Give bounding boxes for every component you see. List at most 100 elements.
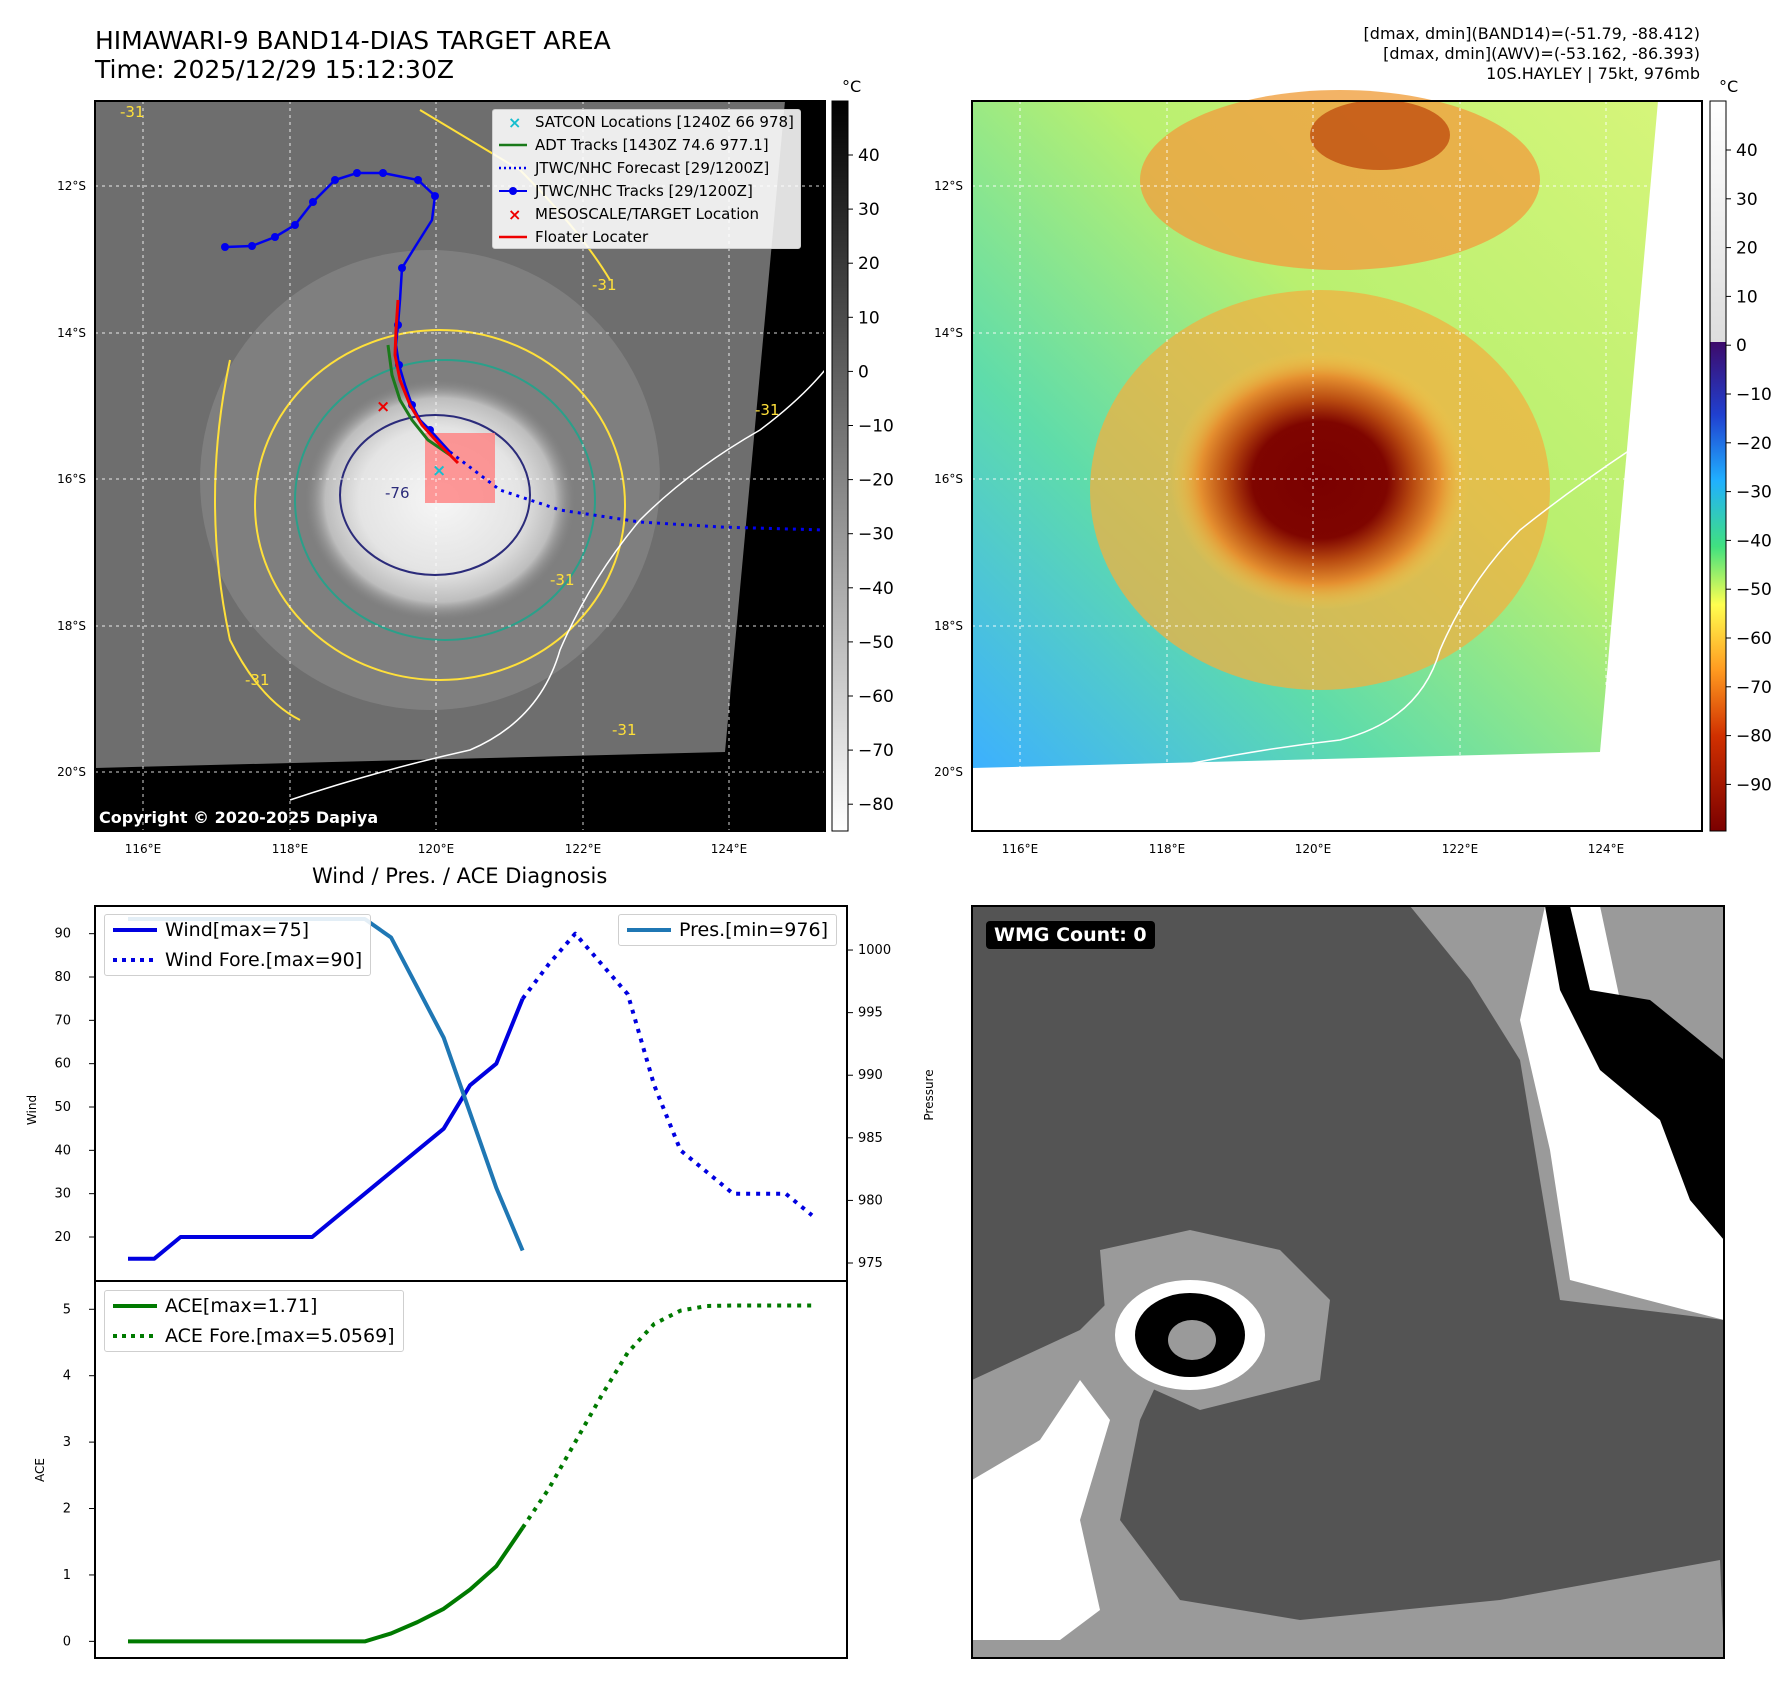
lat-label: 18°S — [57, 619, 86, 633]
colorbar-tick-label: −80 — [1736, 727, 1772, 747]
wmg-white-region-sw — [972, 1380, 1110, 1640]
colorbar-tick-label: −10 — [858, 417, 894, 437]
contour-76 — [339, 414, 531, 576]
colorbar-tick-label: −30 — [1736, 483, 1772, 503]
legend-floater: Floater Locater — [493, 225, 800, 248]
colorbar-tick-label: 40 — [1736, 141, 1758, 161]
y-tick-label: 2 — [63, 1502, 71, 1517]
legend-label: MESOSCALE/TARGET Location — [535, 204, 760, 223]
contour-label: -76 — [385, 484, 410, 502]
wmg-count-badge: WMG Count: 0 — [986, 921, 1155, 949]
wmg-frame — [971, 905, 1725, 1659]
lon-label: 118°E — [1149, 842, 1186, 856]
colorbar-tick-label: −60 — [1736, 629, 1772, 649]
legend-label: ACE Fore.[max=5.0569] — [165, 1325, 395, 1347]
legend-jtwc-tracks: JTWC/NHC Tracks [29/1200Z] — [493, 179, 800, 202]
lon-label: 122°E — [565, 842, 602, 856]
awv-map-frame — [971, 100, 1703, 832]
wmg-eye-center — [1168, 1320, 1216, 1360]
line-icon — [499, 235, 527, 238]
colorbar-tick-label: −30 — [858, 525, 894, 545]
jtwc-forecast-line — [449, 450, 826, 532]
legend-label: Pres.[min=976] — [679, 919, 828, 941]
y-right-tick-label: 990 — [858, 1068, 883, 1083]
contour-labels: -31 -31 -31 -31 -31 -31 -76 — [120, 103, 780, 739]
mesoscale-marker: × — [376, 397, 390, 417]
ir-colorbar: °C 40 30 20 10 0 −10 −20 −30 −40 −50 −60 −70 −80 — [831, 77, 894, 832]
lat-label: 16°S — [934, 472, 963, 486]
colorbar-tick-label: −50 — [858, 633, 894, 653]
y-tick-label: 40 — [54, 1143, 71, 1158]
line-icon — [627, 928, 671, 932]
colorbar-tick-label: −60 — [858, 687, 894, 707]
x-marker-icon: × — [508, 205, 521, 224]
lon-label: 122°E — [1442, 842, 1479, 856]
colorbar-tick-label: 30 — [858, 200, 880, 220]
line-dot-icon — [499, 186, 527, 195]
awv-storm-core — [1170, 350, 1470, 610]
colorbar-tick-label: −80 — [858, 795, 894, 815]
x-marker-icon: × — [508, 113, 521, 132]
lat-label: 12°S — [934, 179, 963, 193]
floater-track-line — [393, 299, 460, 465]
colorbar-tick-label: −40 — [1736, 531, 1772, 551]
colorbar-tick-label: −70 — [1736, 678, 1772, 698]
series-line-forecast — [520, 1303, 812, 1529]
contour-label: -31 — [245, 671, 270, 689]
line-icon — [113, 928, 157, 932]
awv-north-core — [1310, 100, 1450, 170]
contour-label: -31 — [550, 571, 575, 589]
figure-title: HIMAWARI-9 BAND14-DIAS TARGET AREA Time: … — [95, 26, 611, 84]
y-tick-label: 20 — [54, 1230, 71, 1245]
y-right-tick-label: 980 — [858, 1193, 883, 1208]
lat-label: 18°S — [934, 619, 963, 633]
y-right-tick-label: 975 — [858, 1256, 883, 1271]
series-line-observed — [128, 1526, 525, 1644]
colorbar-tick-label: −70 — [858, 741, 894, 761]
y-tick-label: 70 — [54, 1013, 71, 1028]
colorbar-tick-label: 0 — [1736, 336, 1747, 356]
colorbar-tick-label: −40 — [858, 579, 894, 599]
series-line-forecast — [521, 931, 814, 1217]
colorbar-tick-label: −20 — [1736, 434, 1772, 454]
ir-colorbar-ramp — [831, 100, 849, 832]
legend-label: ADT Tracks [1430Z 74.6 977.1] — [535, 135, 769, 154]
y-tick-label: 3 — [63, 1435, 71, 1450]
colorbar-tick-label: 10 — [1736, 287, 1758, 307]
ace-ylabel: ACE — [33, 1458, 47, 1482]
ir-map-frame — [94, 100, 826, 832]
legend-label: JTWC/NHC Forecast [29/1200Z] — [535, 158, 770, 177]
dotted-line-icon — [113, 958, 157, 962]
lon-label: 116°E — [125, 842, 162, 856]
colorbar-tick-label: −50 — [1736, 580, 1772, 600]
awv-colorbar: °C 40 30 20 10 0 −10 −20 −30 −40 −50 −60 −70 −80 −90 — [1709, 77, 1772, 832]
y-tick-label: 60 — [54, 1057, 71, 1072]
pressure-ylabel: Pressure — [922, 1069, 936, 1120]
y-right-tick-label: 985 — [858, 1131, 883, 1146]
contour-label: -31 — [612, 721, 637, 739]
colorbar-tick-label: 20 — [1736, 239, 1758, 259]
title-line-1: HIMAWARI-9 BAND14-DIAS TARGET AREA — [95, 26, 611, 55]
contour-label: -31 — [755, 401, 780, 419]
y-tick-label: 1 — [63, 1568, 71, 1583]
wmg-black-region-ne — [1545, 906, 1724, 1240]
legend-label: SATCON Locations [1240Z 66 978] — [535, 112, 794, 131]
lat-label: 20°S — [57, 765, 86, 779]
lat-label: 14°S — [934, 326, 963, 340]
pressure-legend: Pres.[min=976] — [618, 914, 837, 946]
legend-jtwc-forecast: JTWC/NHC Forecast [29/1200Z] — [493, 156, 800, 179]
colorbar-tick-label: −10 — [1736, 385, 1772, 405]
legend-label: Floater Locater — [535, 227, 649, 246]
diagnosis-title: Wind / Pres. / ACE Diagnosis — [312, 864, 608, 888]
legend-pressure: Pres.[min=976] — [619, 915, 836, 945]
ace-legend: ACE[max=1.71] ACE Fore.[max=5.0569] — [104, 1290, 404, 1352]
ir-colorbar-unit: °C — [842, 77, 861, 96]
line-icon — [499, 143, 527, 146]
legend-ace-forecast: ACE Fore.[max=5.0569] — [105, 1321, 403, 1351]
copyright-notice: Copyright © 2020-2025 Dapiya — [99, 808, 379, 827]
contour-31-west — [214, 359, 301, 721]
lon-label: 120°E — [418, 842, 455, 856]
dotted-line-icon — [499, 166, 527, 169]
contour-teal — [294, 359, 596, 641]
y-right-tick-label: 1000 — [858, 943, 891, 958]
